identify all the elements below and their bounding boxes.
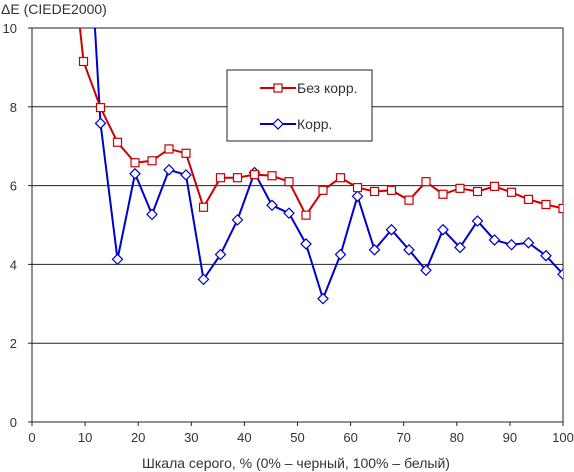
data-point-0-25 (489, 181, 500, 191)
data-point-1-5 (163, 163, 175, 176)
data-point-0-4 (130, 158, 140, 168)
y-axis-title: ΔE (CIEDE2000) (1, 1, 107, 17)
data-point-0-2 (95, 102, 106, 113)
data-point-1-27 (540, 249, 552, 262)
x-tick-label-10: 10 (78, 430, 92, 445)
data-point-1-18 (385, 223, 398, 236)
data-point-0-6 (164, 144, 174, 154)
data-point-0-24 (472, 186, 483, 197)
data-point-0-17 (352, 182, 363, 193)
data-point-0-29 (558, 203, 563, 214)
legend: Без корр. Корр. (226, 69, 373, 142)
data-point-0-12 (267, 171, 277, 181)
y-tick-label-4: 4 (10, 257, 17, 272)
y-tick-label-6: 6 (10, 179, 17, 194)
data-point-1-11 (266, 199, 278, 212)
data-point-0-3 (112, 137, 123, 147)
legend-label-1: Корр. (297, 116, 332, 132)
data-point-1-21 (437, 223, 449, 236)
series-layer (78, 28, 563, 305)
y-tick-label-0: 0 (10, 415, 17, 430)
x-tick-label-20: 20 (131, 430, 145, 445)
data-point-1-25 (505, 238, 518, 251)
x-tick-label-90: 90 (503, 430, 517, 445)
x-tick-label-30: 30 (184, 430, 198, 445)
data-point-1-12 (283, 207, 295, 220)
data-point-0-18 (369, 186, 380, 197)
data-point-0-11 (249, 169, 260, 180)
data-point-1-28 (557, 268, 563, 281)
y-axis: 0 2 4 6 8 10 (3, 21, 32, 430)
data-point-1-22 (454, 241, 466, 254)
data-point-1-3 (129, 167, 141, 180)
data-point-0-7 (181, 148, 191, 158)
data-point-1-2 (111, 253, 124, 266)
y-tick-label-10: 10 (3, 21, 17, 36)
data-point-0-27 (523, 194, 534, 204)
data-point-1-7 (197, 273, 210, 286)
data-point-1-20 (420, 264, 432, 277)
data-point-1-24 (488, 234, 501, 246)
data-point-0-26 (506, 187, 517, 197)
data-point-1-15 (334, 248, 347, 261)
data-point-0-16 (335, 173, 346, 183)
data-point-0-20 (404, 195, 414, 205)
data-point-0-10 (232, 173, 243, 183)
data-point-0-9 (215, 173, 226, 183)
x-tick-label-0: 0 (28, 430, 35, 445)
y-tick-label-8: 8 (10, 100, 17, 115)
data-point-0-5 (147, 156, 157, 166)
data-point-0-15 (318, 185, 328, 195)
x-tick-label-60: 60 (343, 430, 357, 445)
data-point-1-1 (94, 117, 107, 130)
data-point-1-13 (300, 238, 312, 250)
x-tick-label-50: 50 (290, 430, 304, 445)
data-point-1-9 (231, 214, 244, 226)
data-point-0-28 (541, 199, 551, 210)
data-point-1-16 (351, 190, 364, 203)
x-tick-label-40: 40 (237, 430, 251, 445)
data-point-0-22 (438, 189, 448, 199)
x-axis-title: Шкала серого, % (0% – черный, 100% – бел… (142, 455, 450, 471)
x-tick-label-70: 70 (396, 430, 410, 445)
data-point-1-8 (214, 248, 227, 261)
legend-box (226, 69, 373, 142)
data-point-0-21 (421, 177, 431, 187)
x-tick-label-80: 80 (450, 430, 464, 445)
data-point-0-23 (455, 183, 465, 193)
data-point-0-14 (301, 210, 311, 220)
series-uncorrected (78, 28, 563, 220)
data-point-1-26 (522, 236, 535, 249)
series-corrected (93, 28, 563, 305)
data-point-1-6 (180, 169, 192, 181)
x-axis: 0 10 20 30 40 50 60 70 80 90 100 (28, 422, 574, 445)
legend-label-0: Без корр. (297, 80, 358, 96)
data-point-0-19 (386, 185, 397, 195)
legend-marker-1 (272, 118, 284, 130)
series-line-1 (93, 28, 563, 302)
y-tick-label-2: 2 (10, 336, 17, 351)
x-tick-label-100: 100 (552, 430, 574, 445)
legend-marker-0 (273, 83, 283, 93)
data-point-1-23 (471, 215, 484, 227)
data-point-1-17 (368, 243, 381, 256)
data-point-1-14 (317, 292, 329, 305)
data-point-0-8 (198, 202, 209, 212)
data-point-1-19 (403, 243, 415, 256)
data-point-1-4 (146, 208, 158, 221)
data-point-0-13 (284, 177, 294, 187)
data-point-0-1 (78, 56, 89, 67)
